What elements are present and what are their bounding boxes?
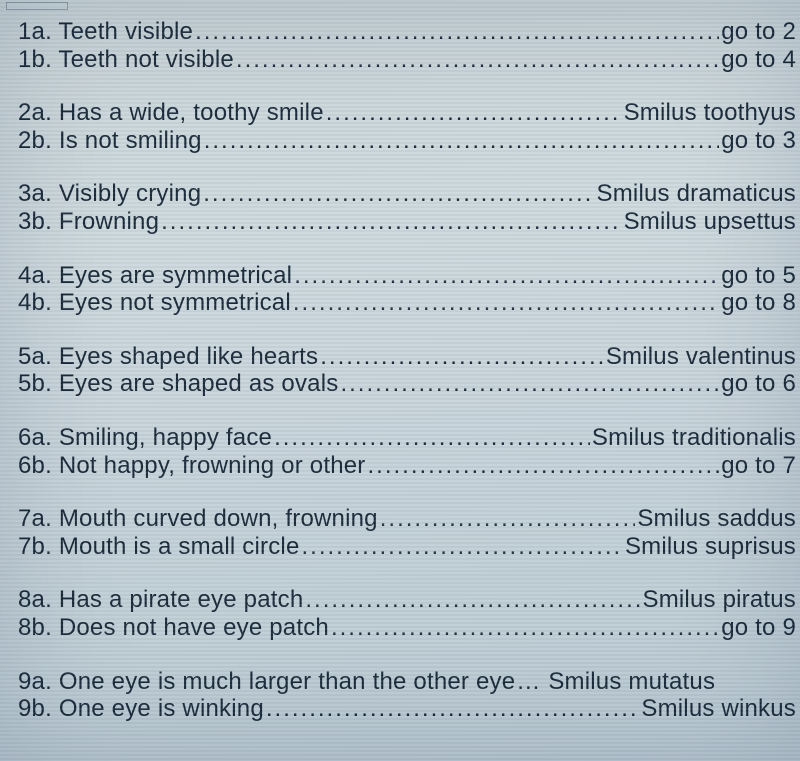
key-row: 5a. Eyes shaped like hearts.............… bbox=[18, 343, 796, 371]
key-row: 1b. Teeth not visible...................… bbox=[18, 46, 796, 74]
leader-dots: ........................................… bbox=[303, 586, 640, 614]
key-group: 5a. Eyes shaped like hearts.............… bbox=[18, 343, 796, 398]
key-row-label: 4a. Eyes are symmetrical bbox=[18, 262, 292, 290]
leader-dots: ... bbox=[515, 668, 542, 696]
leader-dots: ........................................… bbox=[324, 99, 622, 127]
key-row-label: 2b. Is not smiling bbox=[18, 127, 202, 155]
key-row: 8b. Does not have eye patch.............… bbox=[18, 614, 796, 642]
key-row-result: go to 8 bbox=[719, 289, 796, 317]
leader-dots: ........................................… bbox=[292, 262, 719, 290]
key-group: 1a. Teeth visible.......................… bbox=[18, 18, 796, 73]
key-row-result: go to 9 bbox=[719, 614, 796, 642]
key-row: 6a. Smiling, happy face.................… bbox=[18, 424, 796, 452]
key-row-label: 9a. One eye is much larger than the othe… bbox=[18, 668, 515, 696]
key-row-label: 6a. Smiling, happy face bbox=[18, 424, 272, 452]
leader-dots: ........................................… bbox=[318, 343, 604, 371]
key-row: 3a. Visibly crying......................… bbox=[18, 180, 796, 208]
key-row: 8a. Has a pirate eye patch..............… bbox=[18, 586, 796, 614]
leader-dots: ........................................… bbox=[202, 127, 720, 155]
key-row: 9a. One eye is much larger than the othe… bbox=[18, 668, 796, 696]
key-row: 7b. Mouth is a small circle.............… bbox=[18, 533, 796, 561]
leader-dots: ........................................… bbox=[193, 18, 719, 46]
key-row-result: Smilus dramaticus bbox=[595, 180, 796, 208]
leader-dots: ........................................… bbox=[272, 424, 590, 452]
key-row-label: 5a. Eyes shaped like hearts bbox=[18, 343, 318, 371]
key-row-result: Smilus valentinus bbox=[604, 343, 796, 371]
key-row-result: go to 3 bbox=[719, 127, 796, 155]
leader-dots: ........................................… bbox=[291, 289, 719, 317]
key-row-label: 5b. Eyes are shaped as ovals bbox=[18, 370, 338, 398]
key-group: 4a. Eyes are symmetrical................… bbox=[18, 262, 796, 317]
key-row-result: go to 5 bbox=[719, 262, 796, 290]
key-row-label: 4b. Eyes not symmetrical bbox=[18, 289, 291, 317]
key-row: 5b. Eyes are shaped as ovals............… bbox=[18, 370, 796, 398]
window-edge-fragment bbox=[6, 2, 68, 10]
key-row-label: 1b. Teeth not visible bbox=[18, 46, 234, 74]
key-row: 1a. Teeth visible.......................… bbox=[18, 18, 796, 46]
key-row-label: 7a. Mouth curved down, frowning bbox=[18, 505, 378, 533]
key-row-result: Smilus saddus bbox=[635, 505, 796, 533]
leader-dots: ........................................… bbox=[264, 695, 639, 723]
leader-dots: ........................................… bbox=[234, 46, 719, 74]
key-row-label: 8a. Has a pirate eye patch bbox=[18, 586, 303, 614]
key-row-result: Smilus upsettus bbox=[622, 208, 796, 236]
leader-dots: ........................................… bbox=[201, 180, 594, 208]
key-row: 3b. Frowning............................… bbox=[18, 208, 796, 236]
key-group: 3a. Visibly crying......................… bbox=[18, 180, 796, 235]
key-row-result: go to 2 bbox=[719, 18, 796, 46]
leader-dots: ........................................… bbox=[300, 533, 623, 561]
key-row-result: Smilus toothyus bbox=[622, 99, 796, 127]
key-row: 4a. Eyes are symmetrical................… bbox=[18, 262, 796, 290]
key-row: 6b. Not happy, frowning or other........… bbox=[18, 452, 796, 480]
key-group: 8a. Has a pirate eye patch..............… bbox=[18, 586, 796, 641]
key-row: 9b. One eye is winking..................… bbox=[18, 695, 796, 723]
key-group: 9a. One eye is much larger than the othe… bbox=[18, 668, 796, 723]
key-row-label: 2a. Has a wide, toothy smile bbox=[18, 99, 324, 127]
key-row: 7a. Mouth curved down, frowning.........… bbox=[18, 505, 796, 533]
key-row-label: 3a. Visibly crying bbox=[18, 180, 201, 208]
leader-dots: ........................................… bbox=[378, 505, 636, 533]
key-row-result: Smilus winkus bbox=[639, 695, 796, 723]
key-row-result: Smilus suprisus bbox=[623, 533, 796, 561]
key-row-label: 1a. Teeth visible bbox=[18, 18, 193, 46]
key-row-label: 6b. Not happy, frowning or other bbox=[18, 452, 366, 480]
key-row: 2b. Is not smiling......................… bbox=[18, 127, 796, 155]
key-row: 4b. Eyes not symmetrical................… bbox=[18, 289, 796, 317]
key-group: 7a. Mouth curved down, frowning.........… bbox=[18, 505, 796, 560]
key-row-result: Smilus mutatus bbox=[546, 668, 715, 696]
leader-dots: ........................................… bbox=[338, 370, 719, 398]
key-row-label: 7b. Mouth is a small circle bbox=[18, 533, 300, 561]
key-row-label: 3b. Frowning bbox=[18, 208, 159, 236]
dichotomous-key: 1a. Teeth visible.......................… bbox=[18, 18, 796, 723]
leader-dots: ........................................… bbox=[159, 208, 621, 236]
key-row-label: 9b. One eye is winking bbox=[18, 695, 264, 723]
key-row-result: go to 7 bbox=[719, 452, 796, 480]
key-row-result: go to 6 bbox=[719, 370, 796, 398]
leader-dots: ........................................… bbox=[366, 452, 720, 480]
key-row-result: Smilus piratus bbox=[640, 586, 796, 614]
key-row-label: 8b. Does not have eye patch bbox=[18, 614, 329, 642]
leader-dots: ........................................… bbox=[329, 614, 719, 642]
key-group: 2a. Has a wide, toothy smile............… bbox=[18, 99, 796, 154]
key-row-result: go to 4 bbox=[719, 46, 796, 74]
key-group: 6a. Smiling, happy face.................… bbox=[18, 424, 796, 479]
key-row: 2a. Has a wide, toothy smile............… bbox=[18, 99, 796, 127]
key-row-result: Smilus traditionalis bbox=[590, 424, 796, 452]
